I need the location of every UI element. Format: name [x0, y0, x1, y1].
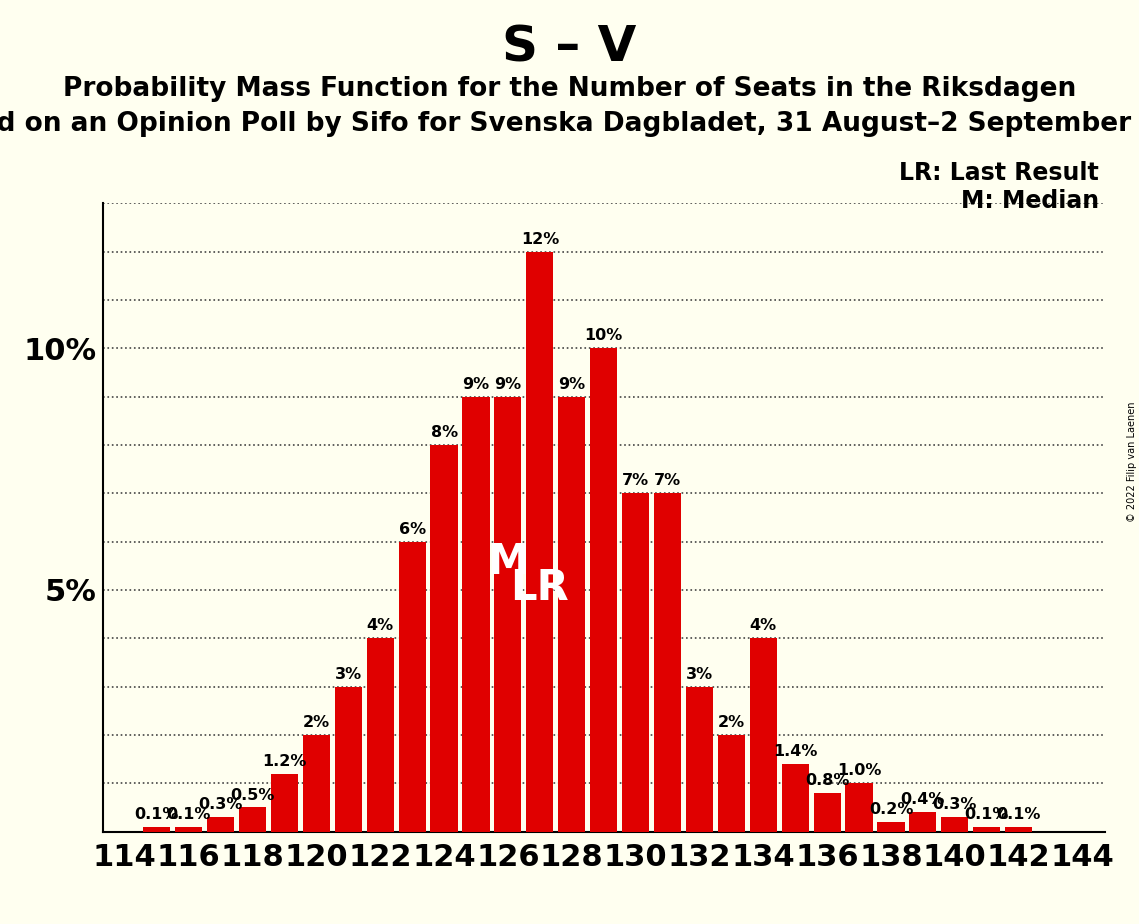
Text: 1.0%: 1.0%	[837, 763, 882, 778]
Bar	[813, 793, 841, 832]
Text: M: Median: M: Median	[961, 189, 1099, 213]
Bar	[399, 541, 426, 832]
Text: 0.1%: 0.1%	[965, 807, 1009, 822]
Text: © 2022 Filip van Laenen: © 2022 Filip van Laenen	[1126, 402, 1137, 522]
Bar	[271, 773, 298, 832]
Text: 10%: 10%	[584, 328, 623, 344]
Bar	[367, 638, 394, 832]
Bar	[749, 638, 777, 832]
Text: 1.2%: 1.2%	[262, 754, 306, 769]
Text: LR: LR	[510, 567, 570, 609]
Text: 3%: 3%	[335, 667, 362, 682]
Text: 9%: 9%	[494, 377, 522, 392]
Text: S – V: S – V	[502, 23, 637, 71]
Text: Probability Mass Function for the Number of Seats in the Riksdagen: Probability Mass Function for the Number…	[63, 76, 1076, 102]
Bar	[144, 827, 171, 832]
Text: 0.8%: 0.8%	[805, 773, 850, 788]
Bar	[239, 808, 267, 832]
Bar	[303, 735, 330, 832]
Bar	[494, 396, 522, 832]
Text: 0.4%: 0.4%	[901, 793, 945, 808]
Text: 0.5%: 0.5%	[230, 787, 274, 803]
Text: 7%: 7%	[622, 473, 649, 489]
Text: 4%: 4%	[367, 618, 394, 634]
Bar	[431, 445, 458, 832]
Bar	[781, 764, 809, 832]
Bar	[175, 827, 203, 832]
Bar	[335, 687, 362, 832]
Bar	[526, 251, 554, 832]
Text: 0.3%: 0.3%	[933, 797, 977, 812]
Text: Based on an Opinion Poll by Sifo for Svenska Dagbladet, 31 August–2 September 20: Based on an Opinion Poll by Sifo for Sve…	[0, 111, 1139, 137]
Text: 1.4%: 1.4%	[773, 744, 818, 760]
Bar	[845, 784, 872, 832]
Text: 6%: 6%	[399, 522, 426, 537]
Bar	[941, 817, 968, 832]
Text: 2%: 2%	[718, 715, 745, 730]
Bar	[207, 817, 235, 832]
Bar	[654, 493, 681, 832]
Bar	[877, 822, 904, 832]
Text: 0.1%: 0.1%	[166, 807, 211, 822]
Text: 0.1%: 0.1%	[134, 807, 179, 822]
Text: 0.2%: 0.2%	[869, 802, 913, 817]
Bar	[686, 687, 713, 832]
Text: 0.1%: 0.1%	[997, 807, 1041, 822]
Bar	[590, 348, 617, 832]
Text: 9%: 9%	[462, 377, 490, 392]
Bar	[1005, 827, 1032, 832]
Bar	[718, 735, 745, 832]
Text: 2%: 2%	[303, 715, 330, 730]
Text: 0.3%: 0.3%	[198, 797, 243, 812]
Bar	[558, 396, 585, 832]
Text: 3%: 3%	[686, 667, 713, 682]
Bar	[973, 827, 1000, 832]
Bar	[909, 812, 936, 832]
Text: 12%: 12%	[521, 232, 559, 247]
Text: 7%: 7%	[654, 473, 681, 489]
Text: LR: Last Result: LR: Last Result	[900, 161, 1099, 185]
Bar	[622, 493, 649, 832]
Text: 8%: 8%	[431, 425, 458, 440]
Text: 9%: 9%	[558, 377, 585, 392]
Text: 4%: 4%	[749, 618, 777, 634]
Text: M: M	[487, 541, 528, 583]
Bar	[462, 396, 490, 832]
